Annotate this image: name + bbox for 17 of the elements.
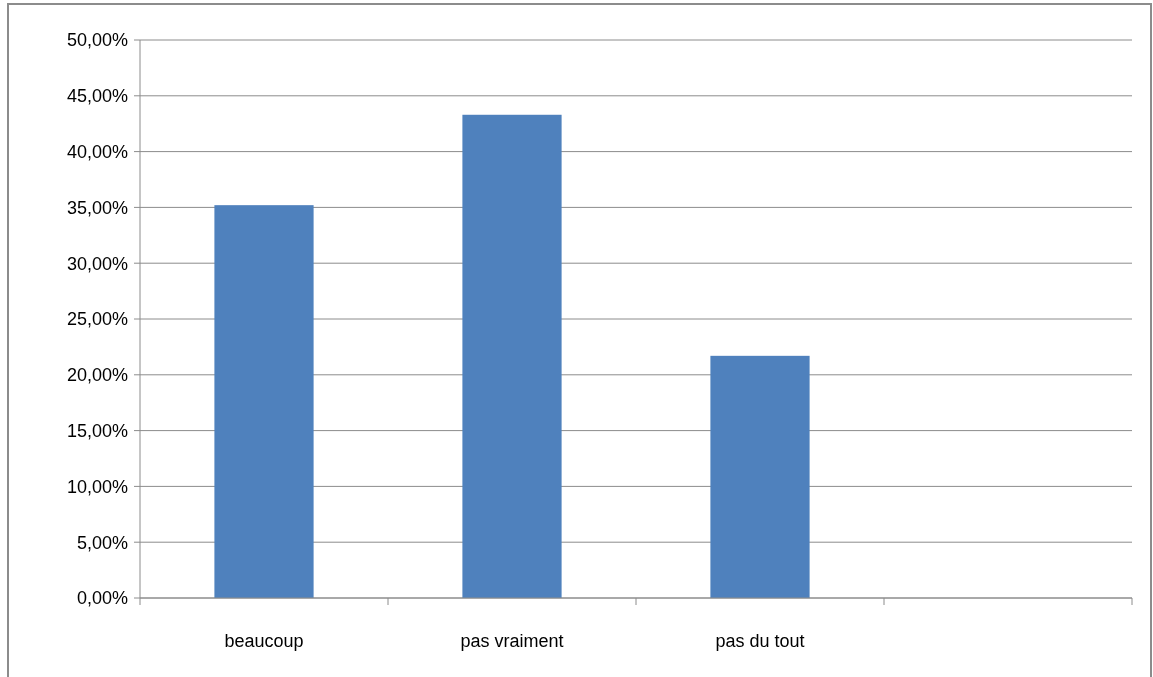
y-tick-label: 25,00%: [66, 309, 128, 330]
x-tick-label: pas vraiment: [460, 631, 564, 651]
y-tick-label: 35,00%: [66, 197, 128, 218]
y-tick-label: 5,00%: [76, 532, 128, 553]
bar: [710, 355, 810, 598]
y-tick-label: 40,00%: [66, 141, 128, 162]
y-tick-label: 30,00%: [66, 253, 128, 274]
y-tick-label: 20,00%: [66, 365, 128, 386]
y-tick-label: 50,00%: [66, 30, 128, 51]
x-tick-label: beaucoup: [224, 631, 304, 651]
bar: [462, 114, 562, 598]
y-tick-label: 0,00%: [76, 588, 128, 609]
y-tick-label: 10,00%: [66, 476, 128, 497]
y-tick-label: 45,00%: [66, 86, 128, 107]
y-tick-label: 15,00%: [66, 420, 128, 441]
x-tick-label: pas du tout: [715, 631, 805, 651]
bar: [214, 205, 314, 598]
